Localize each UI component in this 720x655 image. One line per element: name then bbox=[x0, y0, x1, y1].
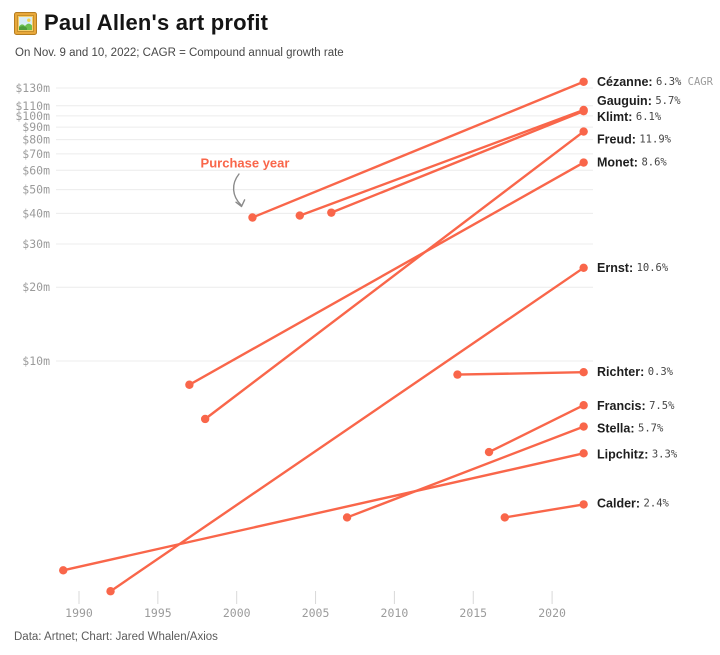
framed-picture-icon bbox=[14, 11, 37, 35]
purchase-dot-gauguin bbox=[295, 211, 304, 220]
y-axis-tick-label: $70m bbox=[22, 147, 50, 161]
x-axis-tick-label: 2005 bbox=[302, 606, 330, 620]
series-line-ernst bbox=[109, 266, 585, 593]
purchase-dot-cézanne bbox=[248, 213, 257, 222]
sale-dot-richter bbox=[579, 368, 588, 377]
series-line-gauguin bbox=[298, 108, 585, 217]
series-label-stella: Stella: 5.7% bbox=[597, 422, 664, 436]
source-credit: Data: Artnet; Chart: Jared Whalen/Axios bbox=[14, 631, 218, 643]
series-label-lipchitz: Lipchitz: 3.3% bbox=[597, 447, 678, 461]
purchase-dot-francis bbox=[484, 447, 494, 457]
series-line-francis bbox=[487, 404, 585, 454]
series-label-gauguin: Gauguin: 5.7% bbox=[597, 94, 681, 108]
y-axis-tick-label: $60m bbox=[22, 163, 50, 177]
purchase-dot-ernst bbox=[106, 587, 115, 596]
purchase-dot-stella bbox=[342, 513, 352, 522]
x-axis-tick-label: 2015 bbox=[459, 606, 487, 620]
sale-dot-calder bbox=[579, 500, 588, 509]
series-line-monet bbox=[188, 161, 585, 386]
sale-dot-stella bbox=[579, 422, 588, 431]
y-axis-tick-label: $90m bbox=[22, 120, 50, 134]
y-axis-tick-label: $20m bbox=[22, 280, 50, 294]
sale-dot-ernst bbox=[579, 263, 588, 273]
purchase-dot-freud bbox=[200, 414, 210, 424]
series-label-cézanne: Cézanne: 6.3% CAGR bbox=[597, 75, 714, 89]
y-axis-tick-label: $100m bbox=[15, 109, 50, 123]
series-line-lipchitz bbox=[62, 452, 585, 572]
sale-dot-freud bbox=[579, 127, 588, 136]
y-axis-tick-label: $110m bbox=[15, 99, 50, 113]
x-axis-tick-label: 1995 bbox=[144, 606, 172, 620]
series-line-richter bbox=[456, 371, 585, 376]
sale-dot-klimt bbox=[579, 106, 588, 116]
x-axis-tick-label: 2000 bbox=[223, 606, 251, 620]
x-axis-tick-label: 1990 bbox=[65, 606, 93, 620]
sale-dot-lipchitz bbox=[579, 449, 588, 458]
purchase-dot-monet bbox=[185, 380, 194, 389]
sale-dot-cézanne bbox=[579, 77, 588, 86]
x-axis-tick-label: 2010 bbox=[381, 606, 409, 620]
y-axis-tick-label: $30m bbox=[22, 237, 50, 251]
series-label-monet: Monet: 8.6% bbox=[597, 156, 667, 170]
series-label-francis: Francis: 7.5% bbox=[597, 399, 675, 413]
y-axis-tick-label: $130m bbox=[15, 81, 50, 95]
purchase-dot-richter bbox=[453, 370, 462, 379]
annotation-arrowhead bbox=[235, 199, 246, 208]
series-line-klimt bbox=[330, 109, 585, 214]
y-axis-tick-label: $10m bbox=[22, 354, 50, 368]
sale-dot-francis bbox=[579, 401, 588, 410]
purchase-dot-klimt bbox=[327, 208, 336, 217]
y-axis-tick-label: $80m bbox=[22, 133, 50, 147]
purchase-year-annotation: Purchase year bbox=[201, 156, 290, 171]
x-axis-tick-label: 2020 bbox=[538, 606, 566, 620]
purchase-dot-lipchitz bbox=[59, 566, 68, 575]
page-header: Paul Allen's art profit bbox=[14, 10, 268, 36]
series-label-richter: Richter: 0.3% bbox=[597, 365, 674, 379]
series-label-freud: Freud: 11.9% bbox=[597, 133, 672, 147]
page-subtitle: On Nov. 9 and 10, 2022; CAGR = Compound … bbox=[15, 47, 344, 59]
series-label-ernst: Ernst: 10.6% bbox=[597, 261, 669, 275]
sale-dot-monet bbox=[579, 158, 588, 167]
y-axis-tick-label: $40m bbox=[22, 206, 50, 220]
purchase-dot-calder bbox=[500, 513, 509, 522]
series-line-freud bbox=[203, 130, 585, 421]
series-label-calder: Calder: 2.4% bbox=[597, 496, 670, 510]
annotation-arrow bbox=[232, 173, 242, 206]
page-title: Paul Allen's art profit bbox=[44, 10, 269, 35]
series-line-stella bbox=[345, 425, 585, 519]
series-label-klimt: Klimt: 6.1% bbox=[597, 110, 662, 124]
y-axis-tick-label: $50m bbox=[22, 183, 50, 197]
series-line-cézanne bbox=[251, 80, 585, 219]
series-line-calder bbox=[503, 503, 585, 519]
